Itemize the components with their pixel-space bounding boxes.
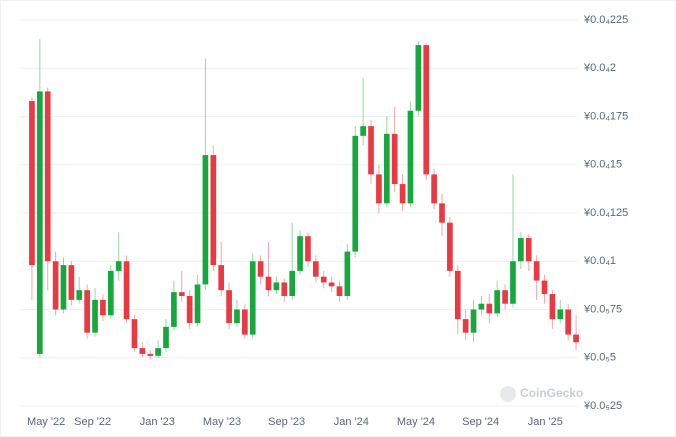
candle-body (265, 276, 272, 291)
candle-body (439, 203, 445, 223)
watermark-logo: CoinGecko (500, 386, 583, 402)
candle-body (147, 353, 154, 356)
candle-body (454, 270, 461, 320)
candle-body (565, 309, 572, 335)
candle-body (194, 284, 201, 324)
y-tick-label: ¥0.0₅75 (583, 303, 622, 315)
candle-body (163, 326, 169, 349)
candle-body (399, 184, 406, 204)
candle-body (525, 238, 532, 262)
candle-body (383, 133, 390, 204)
candle-body (52, 261, 59, 310)
candle-body (107, 270, 114, 316)
candle-body (100, 299, 106, 316)
candle-body (257, 261, 264, 277)
candle-body (431, 174, 437, 204)
x-tick-label: Jan '25 (528, 416, 563, 428)
candle-body (210, 155, 217, 266)
candle-body (344, 251, 351, 296)
y-tick-label: ¥0.0₅5 (583, 352, 616, 364)
candle-body (242, 309, 248, 335)
candle-body (510, 261, 516, 304)
candle-body (470, 309, 477, 333)
candle-body (202, 155, 209, 285)
x-tick-label: Jan '24 (334, 416, 369, 428)
candle-body (305, 236, 311, 262)
candle-body (549, 294, 556, 320)
candle-body (234, 309, 240, 324)
candle-body (312, 261, 319, 277)
candle-body (60, 265, 67, 310)
candle-body (320, 276, 327, 283)
candle-body (360, 126, 366, 136)
candle-body (171, 292, 177, 327)
candle-body (44, 91, 51, 262)
candle-body (557, 309, 564, 320)
y-tick-label: ¥0.0₄1 (583, 255, 616, 267)
candle-body (249, 261, 256, 335)
x-tick-label: Sep '22 (74, 416, 111, 428)
candle-body (76, 290, 83, 300)
candle-body (486, 303, 493, 314)
x-tick-label: May '24 (397, 416, 435, 428)
candle-body (518, 238, 524, 262)
candle-body (352, 135, 359, 252)
candle-body (36, 91, 43, 354)
candle-body (391, 133, 398, 185)
candle-body (415, 45, 422, 111)
candle-body (541, 280, 548, 295)
candle-body (115, 261, 122, 271)
candle-body (84, 290, 90, 333)
candle-body (92, 299, 98, 333)
candle-body (218, 265, 225, 291)
x-tick-label: May '22 (27, 416, 65, 428)
candle-body (462, 319, 469, 333)
y-tick-label: ¥0.0₅25 (583, 400, 622, 412)
candle-body (376, 174, 382, 204)
y-tick-label: ¥0.0₄225 (583, 14, 628, 26)
candle-body (178, 292, 185, 296)
y-tick-label: ¥0.0₄125 (583, 207, 628, 219)
candle-body (336, 286, 343, 296)
candle-body (423, 45, 430, 175)
candle-body (29, 101, 35, 266)
candle-body (186, 295, 193, 324)
candle-body (289, 270, 296, 296)
y-tick-label: ¥0.0₄15 (583, 159, 622, 171)
candle-body (447, 222, 453, 271)
x-tick-label: May '23 (203, 416, 241, 428)
candle-body (123, 261, 130, 320)
x-tick-label: Jan '23 (140, 416, 175, 428)
x-tick-label: Sep '24 (462, 416, 499, 428)
candle-body (297, 236, 303, 271)
y-tick-label: ¥0.0₄175 (583, 110, 628, 122)
candle-body (155, 348, 161, 356)
candle-body (328, 282, 335, 287)
y-tick-label: ¥0.0₄2 (583, 62, 616, 74)
candle-body (281, 282, 288, 296)
x-tick-label: Sep '23 (268, 416, 305, 428)
candle-body (68, 265, 75, 300)
candle-body (273, 282, 280, 291)
candle-body (407, 110, 414, 204)
candle-body (368, 126, 374, 175)
watermark: CoinGecko (520, 386, 583, 400)
candle-body (573, 334, 579, 343)
candle-body (494, 290, 501, 314)
candle-body (502, 290, 508, 304)
candle-body (139, 348, 146, 354)
candle-body (533, 261, 540, 281)
candle-body (226, 290, 232, 324)
candle-body (131, 319, 138, 349)
candle-body (478, 303, 485, 310)
